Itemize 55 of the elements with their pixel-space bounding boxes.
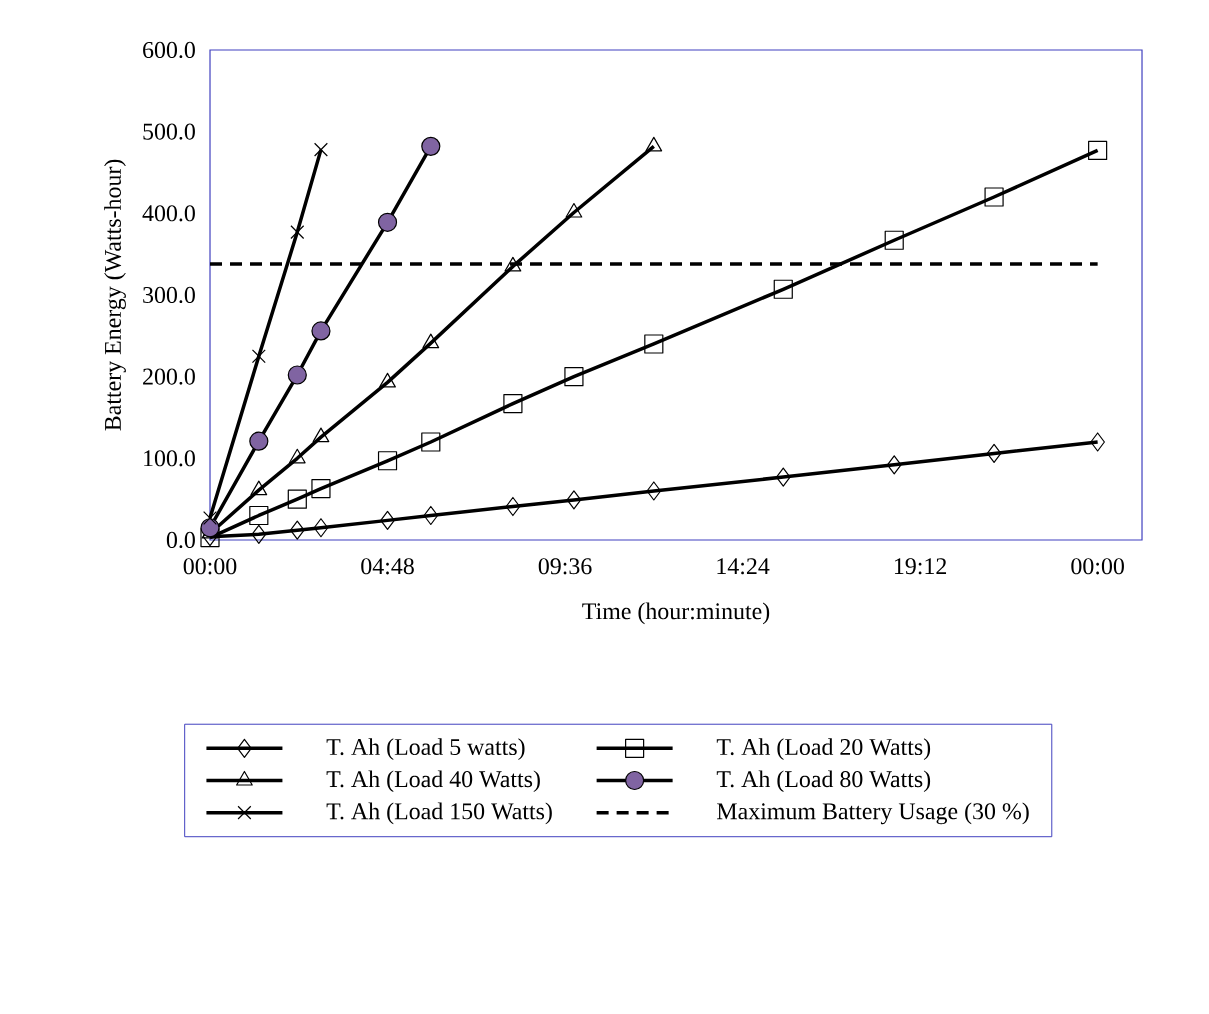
point — [564, 367, 584, 387]
point — [1088, 140, 1108, 161]
point — [314, 142, 328, 157]
legend-label: T. Ah (Load 5 watts) — [326, 738, 525, 760]
point — [249, 431, 269, 451]
point — [380, 510, 395, 530]
point — [775, 467, 791, 487]
legend-label: T. Ah (Load 80 Watts) — [716, 770, 931, 793]
legend-label: T. Ah (Load 150 Watts) — [326, 802, 552, 825]
point — [313, 518, 329, 538]
y-tick-label: 0.0 — [166, 531, 195, 549]
point — [503, 394, 523, 414]
point — [203, 510, 217, 525]
x-tick-label: 09:36 — [538, 558, 592, 575]
point — [773, 279, 793, 299]
point — [200, 518, 220, 538]
point — [311, 478, 331, 499]
point — [287, 489, 307, 509]
x-axis-title: Time (hour:minute) — [582, 602, 770, 625]
point — [377, 451, 398, 471]
legend-label: Maximum Battery Usage (30 %) — [717, 802, 1029, 825]
point — [646, 481, 662, 501]
point — [566, 490, 582, 510]
y-tick-label: 500.0 — [143, 123, 195, 140]
point — [377, 212, 398, 232]
legend-label: T. Ah (Load 20 Watts) — [716, 738, 931, 760]
legend-label: T. Ah (Load 40 Watts) — [326, 770, 540, 793]
point — [505, 496, 521, 517]
y-axis-title: Battery Energy (Watts-hour) — [104, 159, 126, 431]
point — [644, 334, 664, 354]
y-tick-label: 400.0 — [142, 205, 195, 222]
x-tick-label: 00:00 — [183, 558, 237, 575]
point — [251, 349, 266, 364]
point — [290, 225, 305, 240]
point — [249, 505, 269, 526]
point — [289, 520, 305, 540]
x-tick-label: 00:00 — [1071, 558, 1124, 575]
point — [884, 230, 904, 250]
point — [421, 136, 441, 156]
point — [421, 432, 441, 452]
point — [986, 443, 1002, 464]
x-tick-label: 19:12 — [894, 558, 947, 575]
point — [1090, 432, 1105, 452]
point — [984, 187, 1004, 207]
y-tick-label: 300.0 — [143, 286, 195, 304]
point — [311, 321, 331, 341]
point — [423, 505, 439, 526]
y-tick-label: 200.0 — [143, 368, 195, 385]
x-tick-label: 14:24 — [717, 558, 770, 575]
x-tick-label: 04:48 — [361, 558, 414, 575]
point — [251, 524, 267, 544]
y-tick-label: 100.0 — [144, 450, 195, 467]
point — [886, 455, 902, 475]
point — [287, 365, 307, 385]
y-tick-label: 600.0 — [143, 41, 195, 59]
